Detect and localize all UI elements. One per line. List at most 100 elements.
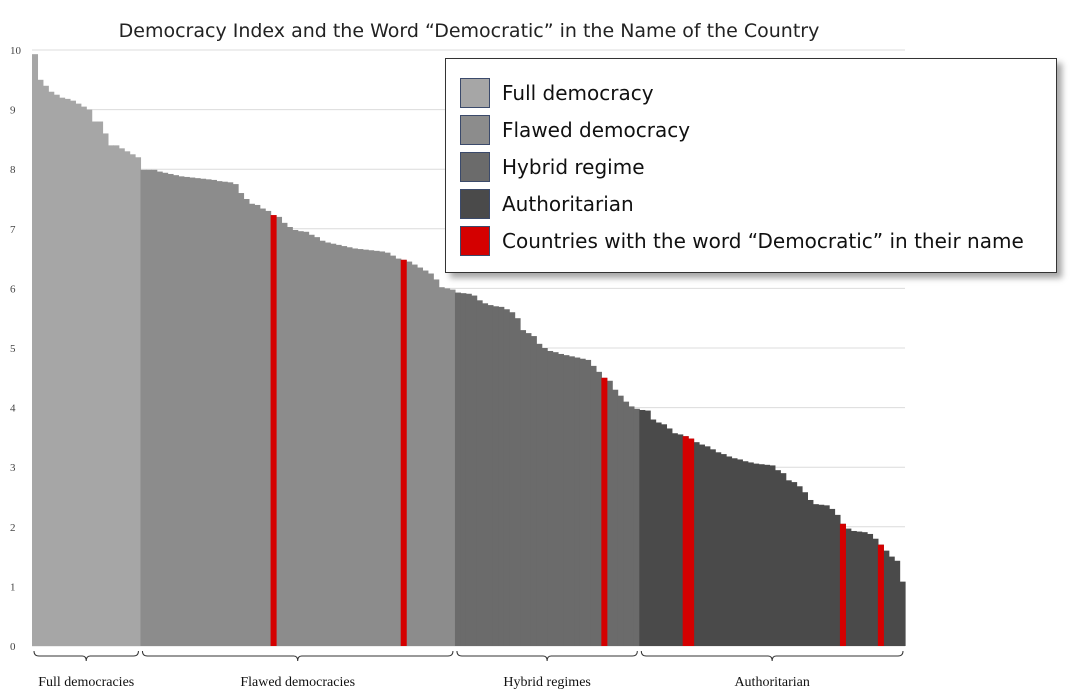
bar	[471, 295, 478, 646]
bar	[42, 85, 49, 646]
bar	[406, 261, 413, 646]
y-tick-label: 9	[10, 105, 16, 117]
bar	[796, 486, 803, 646]
bar	[178, 176, 185, 647]
bar	[503, 309, 510, 646]
bar	[232, 184, 239, 646]
bar	[362, 249, 369, 646]
bar	[557, 353, 564, 646]
bar	[872, 538, 879, 646]
bar	[720, 454, 727, 646]
bar	[221, 181, 228, 646]
group-brace	[456, 650, 638, 662]
bar	[254, 204, 261, 646]
bar	[568, 356, 575, 646]
bars	[32, 54, 906, 647]
legend-label-authoritarian: Authoritarian	[502, 191, 634, 216]
bar	[726, 456, 733, 646]
bar	[97, 121, 104, 646]
bar	[162, 172, 169, 646]
bar	[53, 94, 60, 646]
bar	[753, 463, 760, 646]
bar	[330, 243, 337, 646]
bar	[774, 470, 781, 646]
bar	[671, 433, 678, 646]
bar	[769, 465, 776, 646]
bar	[156, 171, 163, 647]
group-braces	[33, 650, 904, 662]
group-label: Authoritarian	[734, 675, 809, 690]
bar	[216, 181, 223, 646]
legend-item-authoritarian: Authoritarian	[460, 185, 1056, 222]
group-label: Flawed democracies	[240, 675, 355, 690]
bar	[536, 343, 543, 646]
bar	[698, 444, 705, 646]
bar	[200, 178, 207, 646]
bar	[64, 98, 71, 646]
chart-title: Democracy Index and the Word “Democratic…	[119, 20, 820, 42]
bar	[552, 352, 559, 646]
bar	[303, 231, 310, 646]
bar	[454, 292, 461, 646]
bar	[205, 179, 212, 646]
legend-label-hybrid-regime: Hybrid regime	[502, 154, 645, 179]
bar	[482, 303, 489, 646]
bar	[818, 504, 825, 646]
bar	[899, 581, 906, 646]
bar	[151, 169, 158, 646]
bar	[736, 459, 743, 646]
bar	[780, 473, 787, 646]
y-tick-label: 7	[10, 224, 16, 236]
bar	[379, 251, 386, 646]
bar	[102, 133, 109, 646]
bar	[530, 336, 537, 646]
group-brace	[141, 650, 454, 662]
bar	[845, 528, 852, 646]
bar	[856, 531, 863, 646]
bar	[59, 97, 66, 647]
group-brace	[33, 650, 139, 662]
bar	[742, 461, 749, 646]
bar	[91, 121, 98, 646]
bar	[888, 556, 895, 646]
bar	[883, 550, 890, 646]
bar	[487, 305, 494, 646]
legend-item-hybrid-regime: Hybrid regime	[460, 148, 1056, 185]
legend-swatch-flawed-democracy	[460, 114, 490, 145]
group-label: Full democracies	[38, 675, 134, 690]
bar-democratic-name	[682, 436, 689, 646]
bar	[617, 395, 624, 646]
bar	[395, 258, 402, 646]
bar	[335, 244, 342, 646]
bar	[585, 359, 592, 646]
bar	[606, 380, 613, 646]
bar	[145, 169, 152, 646]
y-tick-label: 3	[10, 462, 16, 474]
bar	[660, 424, 668, 646]
bar	[265, 210, 272, 647]
bar	[107, 145, 114, 647]
bar	[118, 148, 125, 646]
bar	[850, 530, 857, 646]
bar	[69, 100, 76, 646]
bar	[525, 333, 532, 646]
bar	[541, 348, 548, 646]
y-tick-label: 6	[10, 283, 16, 295]
bar	[639, 409, 646, 646]
bar	[644, 410, 651, 646]
bar	[791, 482, 798, 646]
group-labels: Full democracies Flawed democracies Hybrid…	[38, 675, 810, 690]
bar-democratic-name	[270, 215, 277, 647]
bar	[319, 240, 326, 646]
bar	[172, 175, 180, 646]
bar	[449, 289, 456, 646]
bar	[129, 154, 136, 647]
bar	[514, 318, 521, 646]
bar	[595, 371, 602, 646]
bar	[590, 365, 597, 646]
bar	[346, 247, 353, 646]
bar	[867, 533, 874, 646]
bar	[384, 252, 391, 646]
bar	[422, 270, 429, 646]
